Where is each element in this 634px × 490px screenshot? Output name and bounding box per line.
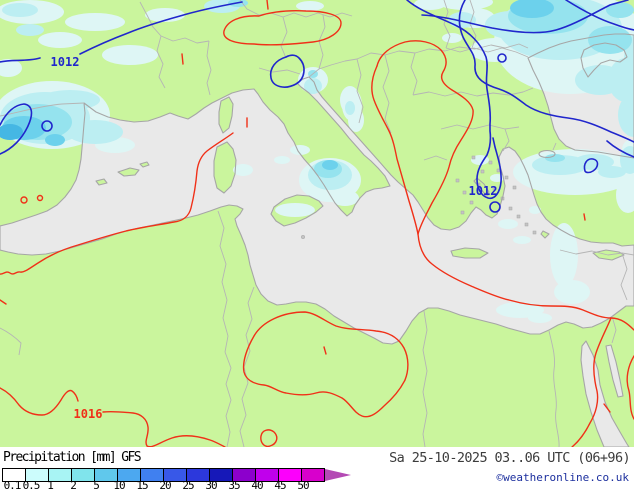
copyright-link[interactable]: ©weatheronline.co.uk [496,471,629,484]
scale-label: 10 [113,479,125,490]
scale-segment [26,469,49,481]
scale-bar [2,468,325,482]
scale-segment [210,469,233,481]
scale-segment [187,469,210,481]
scale-label: 1 [47,479,54,490]
scale-segment [256,469,279,481]
weather-map-image [0,0,634,447]
scale-arrow-icon [325,469,351,481]
legend-area: Precipitation [mm] GFS Sa 25-10-2025 03.… [0,447,634,490]
scale-label: 5 [93,479,100,490]
scale-segment [95,469,118,481]
scale-segment [3,469,26,481]
scale-segment [233,469,256,481]
forecast-datetime: Sa 25-10-2025 03..06 UTC (06+96) [389,450,630,466]
scale-segment [72,469,95,481]
color-scale [2,468,351,482]
scale-label: 0.5 [22,479,41,490]
scale-label: 35 [228,479,240,490]
legend-title: Precipitation [mm] GFS [3,450,142,465]
scale-segment [164,469,187,481]
scale-segment [302,469,324,481]
scale-segment [49,469,72,481]
scale-label: 40 [251,479,263,490]
scale-label: 50 [297,479,309,490]
scale-label: 2 [70,479,77,490]
scale-label: 0.1 [3,479,22,490]
precipitation-layer [0,0,634,323]
scale-segment [141,469,164,481]
scale-segment [279,469,302,481]
scale-segment [118,469,141,481]
scale-label: 30 [205,479,217,490]
isobar-high-layer [0,0,634,447]
scale-label: 25 [182,479,194,490]
scale-labels: 0.1 0.5 1 2 5 10 15 20 25 30 35 40 45 50 [0,479,634,490]
isobar-low-layer [0,0,634,213]
scale-label: 15 [136,479,148,490]
scale-label: 20 [159,479,171,490]
scale-label: 45 [274,479,286,490]
